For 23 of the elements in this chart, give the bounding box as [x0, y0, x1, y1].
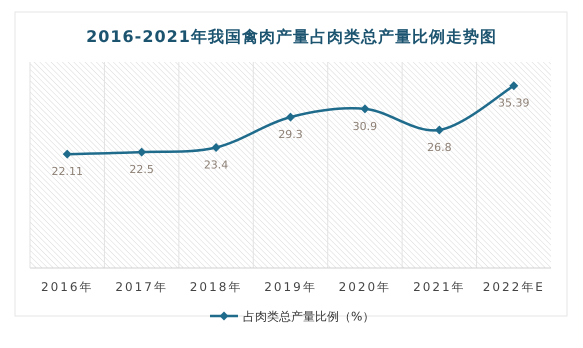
point: [434, 125, 444, 134]
x-tick-label: 2018年: [190, 280, 242, 294]
data-label: 29.3: [278, 128, 303, 142]
legend-label: 占肉类总产量比例（%）: [243, 310, 374, 324]
x-tick-label: 2019年: [264, 280, 317, 294]
data-label: 23.4: [204, 158, 228, 172]
data-label: 35.39: [498, 96, 530, 110]
data-label: 30.9: [352, 120, 378, 133]
point: [62, 150, 72, 159]
x-tick-label: 2016年: [40, 280, 94, 294]
point: [509, 81, 518, 90]
data-label: 22.11: [51, 165, 83, 178]
point: [360, 104, 370, 114]
point: [212, 142, 221, 152]
x-tick-label: 2020年: [338, 280, 392, 294]
x-tick-label: 2022年E: [482, 280, 545, 294]
chart-title: 2016-2021年我国禽肉产量占肉类总产量比例走势图: [86, 27, 497, 46]
x-tick-label: 2021年: [413, 280, 466, 294]
data-label: 22.5: [129, 163, 154, 176]
data-label: 26.8: [427, 140, 452, 154]
x-tick-label: 2017年: [115, 280, 168, 294]
point: [286, 112, 295, 122]
point: [137, 148, 146, 157]
